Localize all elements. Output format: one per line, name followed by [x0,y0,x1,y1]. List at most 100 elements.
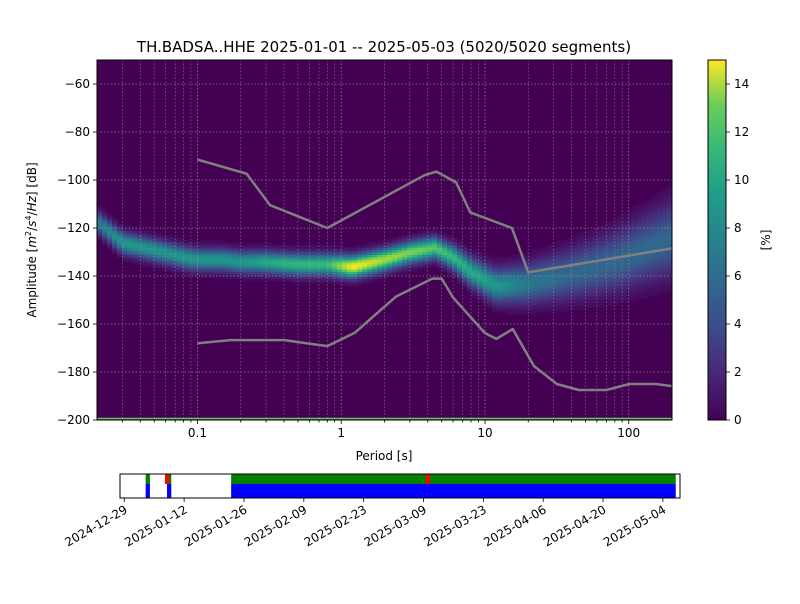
heatmap-cell [217,240,223,243]
heatmap-cell [372,244,378,248]
heatmap-cell [552,280,558,284]
heatmap-cell [652,292,658,296]
heatmap-cell [197,247,203,251]
heatmap-cell [182,244,188,248]
heatmap-cell [162,256,168,260]
heatmap-cell [627,235,633,239]
heatmap-cell [387,271,393,275]
heatmap-cell [227,259,233,263]
heatmap-cell [592,283,598,287]
heatmap-cell [602,276,608,279]
heatmap-cell [612,264,618,267]
heatmap-cell [547,309,553,313]
heatmap-cell [627,252,633,255]
heatmap-cell [217,242,223,246]
heatmap-cell [587,295,593,299]
heatmap-cell [592,240,598,243]
heatmap-cell [562,290,568,294]
heatmap-cell [412,244,418,248]
heatmap-cell [512,259,518,263]
heatmap-cell [507,302,513,306]
heatmap-cell [592,228,598,231]
heatmap-cell [637,223,643,227]
heatmap-cell [327,259,333,263]
heatmap-cell [367,266,373,270]
heatmap-cell [627,244,633,248]
heatmap-cell [507,304,513,308]
heatmap-cell [652,228,658,231]
heatmap-cell [642,273,648,277]
heatmap-cell [397,261,403,265]
heatmap-cell [322,247,328,251]
heatmap-cell [647,216,653,219]
heatmap-cell [572,249,578,253]
heatmap-cell [657,225,663,229]
heatmap-cell [627,297,633,301]
heatmap-cell [557,309,563,313]
heatmap-cell [232,242,238,246]
heatmap-cell [592,288,598,291]
heatmap-cell [157,259,163,263]
heatmap-cell [527,261,533,265]
heatmap-cell [642,261,648,265]
heatmap-cell [632,211,638,215]
heatmap-cell [297,256,303,260]
heatmap-cell [652,213,658,217]
heatmap-cell [517,288,523,291]
heatmap-cell [547,283,553,287]
heatmap-cell [567,254,573,258]
heatmap-cell [147,264,153,267]
heatmap-cell [227,242,233,246]
heatmap-cell [562,285,568,289]
heatmap-cell [587,304,593,308]
heatmap-cell [222,264,228,267]
heatmap-cell [222,276,228,279]
heatmap-cell [487,268,493,272]
heatmap-cell [552,264,558,267]
heatmap-cell [97,230,103,234]
heatmap-cell [147,235,153,239]
heatmap-cell [107,223,113,227]
heatmap-cell [252,276,258,279]
heatmap-cell [597,288,603,291]
heatmap-cell [597,252,603,255]
heatmap-cell [532,302,538,306]
heatmap-cell [342,254,348,258]
heatmap-cell [572,273,578,277]
heatmap-cell [542,276,548,279]
heatmap-cell [657,237,663,241]
heatmap-cell [632,216,638,219]
heatmap-cell [242,242,248,246]
heatmap-cell [507,268,513,272]
heatmap-cell [562,297,568,301]
heatmap-cell [552,288,558,291]
heatmap-cell [637,273,643,277]
heatmap-cell [267,276,273,279]
heatmap-cell [622,247,628,251]
heatmap-cell [407,264,413,267]
heatmap-cell [637,259,643,263]
heatmap-cell [147,252,153,255]
heatmap-cell [122,259,128,263]
heatmap-cell [312,273,318,277]
heatmap-cell [352,249,358,253]
heatmap-cell [132,235,138,239]
heatmap-cell [472,295,478,299]
heatmap-cell [267,247,273,251]
heatmap-cell [607,242,613,246]
heatmap-cell [102,242,108,246]
heatmap-cell [192,244,198,248]
heatmap-cell [632,223,638,227]
heatmap-cell [402,235,408,239]
heatmap-cell [347,280,353,284]
heatmap-cell [617,285,623,289]
heatmap-cell [632,220,638,224]
heatmap-cell [542,285,548,289]
heatmap-cell [582,292,588,296]
heatmap-cell [347,249,353,253]
heatmap-cell [632,268,638,272]
heatmap-cell [432,261,438,265]
heatmap-cell [142,249,148,253]
heatmap-cell [662,232,668,236]
heatmap-cell [272,249,278,253]
